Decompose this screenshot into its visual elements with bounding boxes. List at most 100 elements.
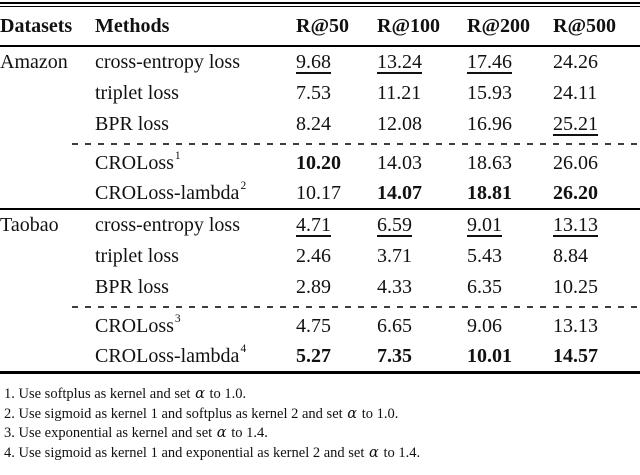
- alpha-symbol: α: [195, 386, 205, 402]
- header-cell-datasets: Datasets: [0, 14, 73, 37]
- footnote-marker: 2: [240, 179, 247, 192]
- alpha-symbol: α: [216, 425, 227, 441]
- dataset-label: [0, 272, 95, 303]
- metric-value: 26.06: [553, 148, 640, 178]
- value-text: 16.96: [467, 113, 512, 135]
- header-cell-r50: R@50: [296, 14, 350, 37]
- header-cell-r200: R@200: [467, 14, 531, 37]
- table-footnotes: 1. Use softplus as kernel and set α to 1…: [0, 374, 640, 463]
- metric-value: 6.59: [377, 210, 467, 241]
- metric-value: 2.46: [296, 241, 377, 272]
- method-text: CROLoss: [95, 314, 174, 337]
- footnote-text: 1. Use softplus as kernel and set: [4, 386, 195, 402]
- metric-value: 5.27: [296, 341, 377, 371]
- value-text: 18.63: [467, 151, 512, 174]
- results-table: Datasets Methods R@50 R@100 R@200 R@500 …: [0, 7, 640, 371]
- method-label: CROLoss1: [95, 148, 296, 178]
- value-text: 13.13: [553, 314, 598, 337]
- value-text: 18.81: [467, 181, 512, 204]
- value-text: 15.93: [467, 82, 512, 104]
- metric-value: 12.08: [377, 109, 467, 140]
- footnote-marker: 4: [240, 342, 247, 355]
- metric-value: 7.35: [377, 341, 467, 371]
- value-text: 7.35: [377, 344, 412, 367]
- alpha-symbol: α: [369, 444, 379, 461]
- method-text: cross-entropy loss: [95, 214, 240, 236]
- method-text: BPR loss: [95, 276, 169, 298]
- table-bottom-rule: [0, 371, 640, 374]
- value-text: 6.65: [377, 314, 412, 337]
- metric-value: 14.57: [553, 341, 640, 371]
- dataset-label: [0, 109, 95, 140]
- value-text: 9.06: [467, 314, 502, 337]
- header-rule: [0, 45, 640, 47]
- value-text: 2.46: [296, 245, 331, 267]
- metric-value: 16.96: [467, 109, 553, 140]
- metric-value: 10.20: [296, 148, 377, 178]
- metric-value: 10.01: [467, 341, 553, 371]
- footnote-line: 3. Use exponential as kernel and set α t…: [4, 424, 640, 444]
- header-cell-r500: R@500: [553, 14, 617, 37]
- header-rule-row: [0, 45, 640, 47]
- value-text: 5.27: [296, 344, 331, 367]
- metric-value: 24.26: [553, 47, 640, 78]
- footnote-line: 4. Use sigmoid as kernel 1 and exponenti…: [4, 444, 640, 464]
- value-text: 24.26: [553, 51, 598, 73]
- method-label: cross-entropy loss: [95, 210, 296, 241]
- metric-value: 4.75: [296, 311, 377, 341]
- metric-value: 13.13: [553, 210, 640, 241]
- alpha-symbol: α: [347, 405, 358, 422]
- footnote-line: 1. Use softplus as kernel and set α to 1…: [4, 385, 640, 405]
- metric-value: 13.24: [377, 47, 467, 78]
- dashed-separator: [72, 306, 640, 308]
- method-text: CROLoss-lambda: [95, 344, 240, 367]
- metric-value: 9.01: [467, 210, 553, 241]
- footnote-marker: 3: [174, 312, 181, 325]
- footnote-text: to 1.0.: [205, 386, 247, 402]
- table-row: triplet loss 2.46 3.71 5.43 8.84: [0, 241, 640, 272]
- dataset-label: [0, 341, 95, 371]
- value-text: 4.71: [296, 214, 331, 236]
- metric-value: 6.35: [467, 272, 553, 303]
- dataset-label: [0, 178, 95, 208]
- metric-value: 10.25: [553, 272, 640, 303]
- value-text: 4.33: [377, 276, 412, 298]
- value-text: 5.43: [467, 245, 502, 267]
- section-divider: [0, 208, 640, 210]
- metric-value: 6.65: [377, 311, 467, 341]
- metric-value: 3.71: [377, 241, 467, 272]
- metric-value: 9.06: [467, 311, 553, 341]
- metric-value: 13.13: [553, 311, 640, 341]
- dataset-label: [0, 241, 95, 272]
- metric-value: 24.11: [553, 78, 640, 109]
- dashed-separator-row: [0, 140, 640, 148]
- table-row: BPR loss 2.89 4.33 6.35 10.25: [0, 272, 640, 303]
- value-text: 14.03: [377, 151, 422, 174]
- section-divider-row: [0, 208, 640, 210]
- table-row: CROLoss-lambda2 10.17 14.07 18.81 26.20: [0, 178, 640, 208]
- metric-value: 2.89: [296, 272, 377, 303]
- table-row: BPR loss 8.24 12.08 16.96 25.21: [0, 109, 640, 140]
- metric-value: 4.71: [296, 210, 377, 241]
- dataset-label: [0, 148, 95, 178]
- value-text: 8.24: [296, 113, 331, 135]
- value-text: 9.01: [467, 214, 502, 236]
- footnote-text: 2. Use sigmoid as kernel 1 and softplus …: [4, 405, 347, 422]
- table-row: Taobao cross-entropy loss 4.71 6.59 9.01…: [0, 210, 640, 241]
- table-row: CROLoss3 4.75 6.65 9.06 13.13: [0, 311, 640, 341]
- method-label: CROLoss-lambda2: [95, 178, 296, 208]
- value-text: 3.71: [377, 245, 412, 267]
- method-label: BPR loss: [95, 109, 296, 140]
- footnote-text: 4. Use sigmoid as kernel 1 and exponenti…: [4, 444, 369, 461]
- value-text: 14.07: [377, 181, 422, 204]
- value-text: 6.35: [467, 276, 502, 298]
- value-text: 13.24: [377, 51, 422, 73]
- value-text: 10.20: [296, 151, 341, 174]
- value-text: 10.25: [553, 276, 598, 298]
- footnote-text: to 1.4.: [227, 425, 268, 441]
- dataset-label: [0, 78, 95, 109]
- value-text: 10.17: [296, 181, 341, 204]
- metric-value: 7.53: [296, 78, 377, 109]
- footnote-marker: 1: [174, 149, 181, 162]
